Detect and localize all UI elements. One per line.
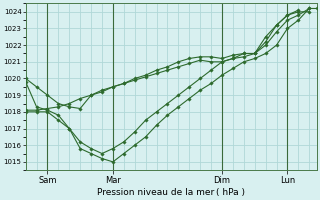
X-axis label: Pression niveau de la mer ( hPa ): Pression niveau de la mer ( hPa ) bbox=[97, 188, 245, 197]
